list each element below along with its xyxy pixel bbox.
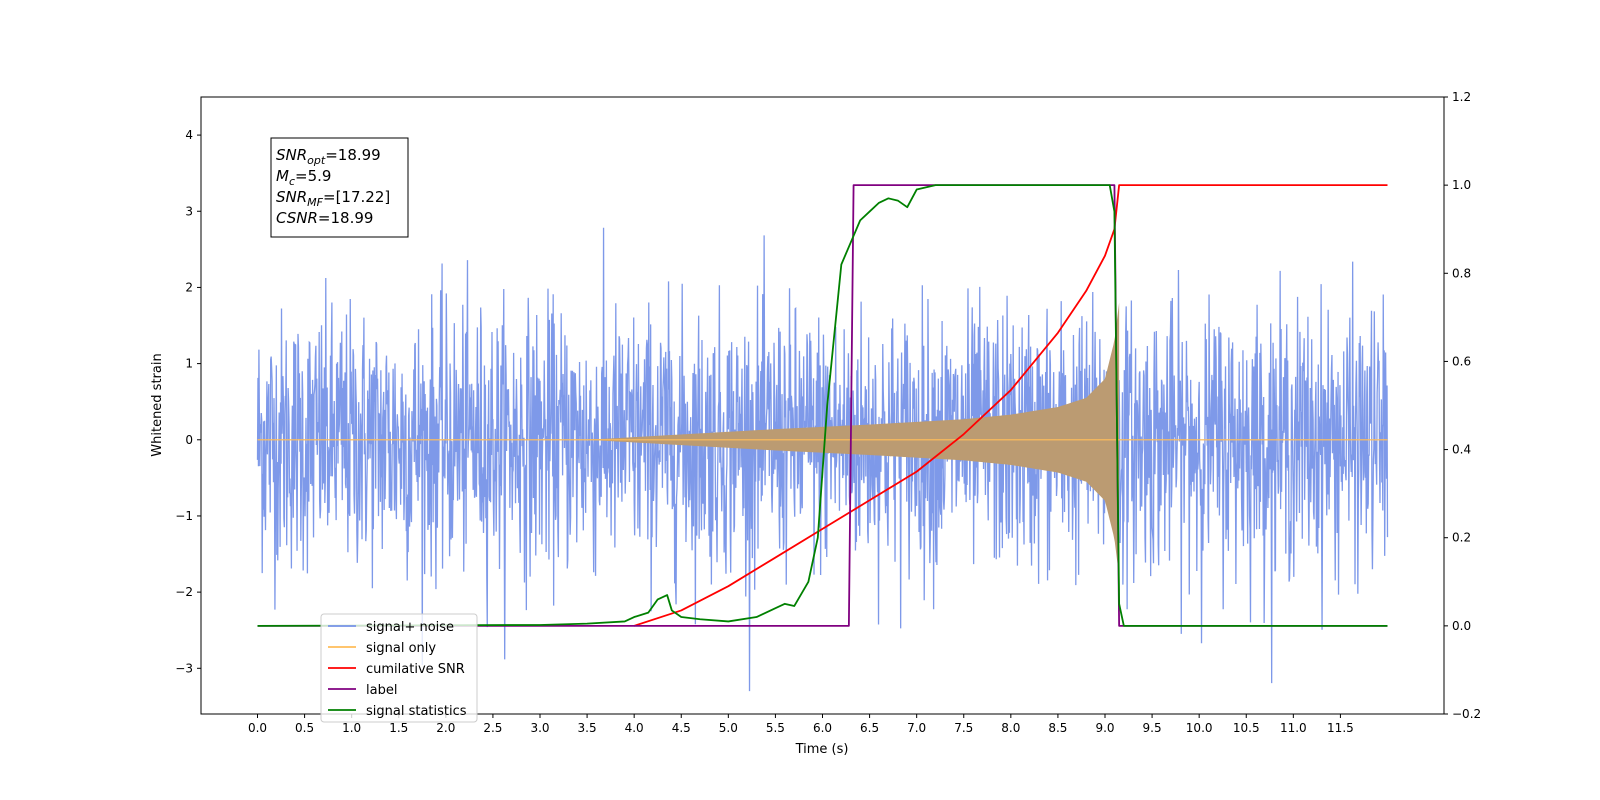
y-axis-label: Whitened strain xyxy=(150,353,165,456)
left-y-tick-label: 0 xyxy=(185,433,193,447)
left-y-tick-label: 1 xyxy=(185,357,193,371)
left-y-tick-label: 4 xyxy=(185,128,193,142)
x-tick-label: 2.5 xyxy=(483,721,502,735)
x-tick-label: 9.0 xyxy=(1095,721,1114,735)
legend-label: signal statistics xyxy=(366,704,467,719)
left-y-tick-label: 3 xyxy=(185,204,193,218)
series-layer xyxy=(256,184,1389,692)
annotation-box: SNRopt=18.99Mc=5.9SNRMF=[17.22]CSNR=18.9… xyxy=(270,137,409,238)
right-y-tick-label: 1.0 xyxy=(1452,178,1471,192)
x-tick-label: 11.0 xyxy=(1280,721,1307,735)
annotation-symbol: M xyxy=(276,167,289,185)
x-tick-label: 1.0 xyxy=(342,721,361,735)
series-signal-statistics-line xyxy=(257,184,1388,627)
x-tick-label: 10.0 xyxy=(1186,721,1213,735)
x-tick-label: 11.5 xyxy=(1327,721,1354,735)
left-y-tick-label: −2 xyxy=(175,585,193,599)
legend-label: cumilative SNR xyxy=(366,662,465,677)
right-y-tick-label: 0.4 xyxy=(1452,443,1471,457)
annotation-symbol: SNR xyxy=(276,146,307,164)
legend-label: label xyxy=(366,683,397,698)
right-y-tick-label: −0.2 xyxy=(1452,707,1481,721)
x-tick-label: 8.0 xyxy=(1001,721,1020,735)
x-tick-label: 3.0 xyxy=(530,721,549,735)
x-tick-label: 7.0 xyxy=(907,721,926,735)
right-y-tick-label: 0.8 xyxy=(1452,266,1471,280)
right-y-tick-label: 0.6 xyxy=(1452,354,1471,368)
annotation-line: SNRMF=[17.22] xyxy=(276,188,390,209)
legend-label: signal+ noise xyxy=(366,620,454,635)
right-y-tick-label: 1.2 xyxy=(1452,90,1471,104)
annotation-subscript: opt xyxy=(307,154,326,167)
legend-label: signal only xyxy=(366,641,436,656)
right-y-tick-label: 0.2 xyxy=(1452,531,1471,545)
x-tick-label: 4.5 xyxy=(672,721,691,735)
annotation-value: =18.99 xyxy=(318,209,374,227)
annotation-subscript: MF xyxy=(307,196,323,209)
annotation-symbol: CSNR xyxy=(276,209,318,227)
annotation-line: SNRopt=18.99 xyxy=(276,146,381,167)
x-tick-label: 0.0 xyxy=(248,721,267,735)
x-tick-label: 2.0 xyxy=(436,721,455,735)
x-tick-label: 5.0 xyxy=(719,721,738,735)
annotation-line: CSNR=18.99 xyxy=(276,209,373,227)
x-axis-label: Time (s) xyxy=(795,742,849,757)
x-tick-label: 0.5 xyxy=(295,721,314,735)
annotation-value: =5.9 xyxy=(295,167,331,185)
annotation-frame xyxy=(270,137,409,238)
x-tick-label: 7.5 xyxy=(954,721,973,735)
annotation-value: =[17.22] xyxy=(323,188,390,206)
x-tick-label: 1.5 xyxy=(389,721,408,735)
series-cumilative-snr-line xyxy=(633,184,1388,627)
left-y-tick-label: −1 xyxy=(175,509,193,523)
x-tick-label: 6.0 xyxy=(813,721,832,735)
left-y-tick-label: 2 xyxy=(185,280,193,294)
annotation-symbol: SNR xyxy=(276,188,307,206)
x-tick-label: 6.5 xyxy=(860,721,879,735)
x-tick-label: 8.5 xyxy=(1048,721,1067,735)
left-y-tick-label: −3 xyxy=(175,661,193,675)
legend: signal+ noise signal only cumilative SNR la… xyxy=(320,613,478,723)
x-tick-label: 10.5 xyxy=(1233,721,1260,735)
right-y-axis: −0.2 0.0 0.2 0.4 0.6 0.8 1.0 1.2 xyxy=(1444,90,1481,721)
x-tick-label: 5.5 xyxy=(766,721,785,735)
x-tick-label: 9.5 xyxy=(1143,721,1162,735)
x-tick-label: 4.0 xyxy=(625,721,644,735)
x-axis: 0.0 0.5 1.0 1.5 2.0 2.5 3.0 3.5 4.0 4.5 5.0 5.5 6.0 6… xyxy=(248,714,1354,735)
left-y-axis: −3 −2 −1 0 1 2 3 4 xyxy=(175,128,201,675)
annotation-subscript: c xyxy=(289,175,295,188)
right-y-tick-label: 0.0 xyxy=(1452,619,1471,633)
legend-frame xyxy=(320,613,478,723)
annotation-line: Mc=5.9 xyxy=(276,167,331,188)
x-tick-label: 3.5 xyxy=(578,721,597,735)
annotation-value: =18.99 xyxy=(325,146,381,164)
